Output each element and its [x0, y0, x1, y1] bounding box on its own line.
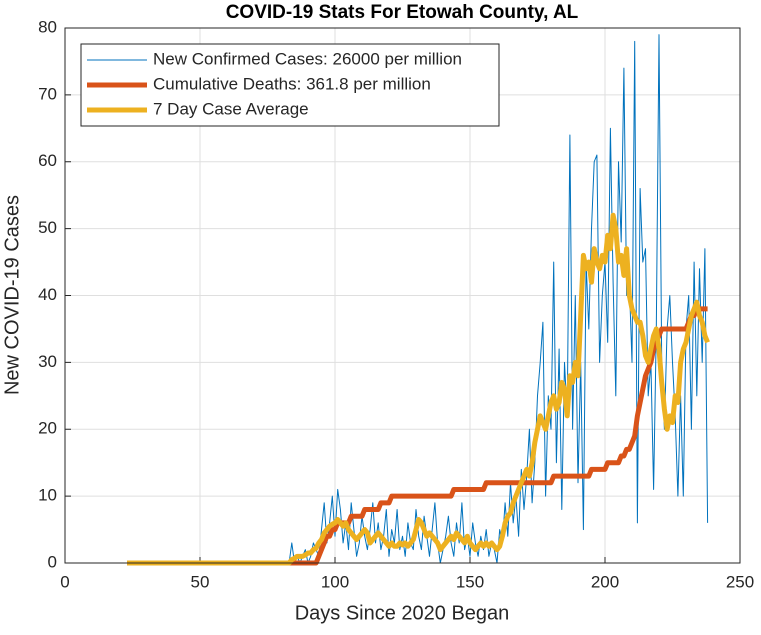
x-tick-label: 150 — [456, 572, 484, 591]
x-tick-label: 100 — [321, 572, 349, 591]
axes-box — [64, 27, 741, 564]
legend-label: New Confirmed Cases: 26000 per million — [153, 49, 462, 68]
y-tick-label: 10 — [38, 486, 57, 505]
x-tick-label: 200 — [591, 572, 619, 591]
legend: New Confirmed Cases: 26000 per million Cu… — [80, 43, 500, 127]
legend-label: Cumulative Deaths: 361.8 per million — [153, 74, 431, 93]
x-axis-label: Days Since 2020 Began — [295, 602, 510, 624]
x-tick-label: 0 — [60, 572, 69, 591]
legend-label: 7 Day Case Average — [153, 99, 309, 118]
y-tick-label: 20 — [38, 419, 57, 438]
y-tick-label: 70 — [38, 84, 57, 103]
y-tick-label: 0 — [48, 552, 57, 571]
x-tick-label: 250 — [726, 572, 754, 591]
y-tick-label: 50 — [38, 218, 57, 237]
legend-box — [80, 43, 500, 127]
y-tick-label: 30 — [38, 352, 57, 371]
x-tick-label: 50 — [191, 572, 210, 591]
chart-title: COVID-19 Stats For Etowah County, AL — [226, 2, 579, 23]
y-axis-label: New COVID-19 Cases — [1, 195, 23, 395]
y-tick-label: 80 — [38, 17, 57, 36]
y-tick-label: 40 — [38, 285, 57, 304]
y-tick-label: 60 — [38, 151, 57, 170]
